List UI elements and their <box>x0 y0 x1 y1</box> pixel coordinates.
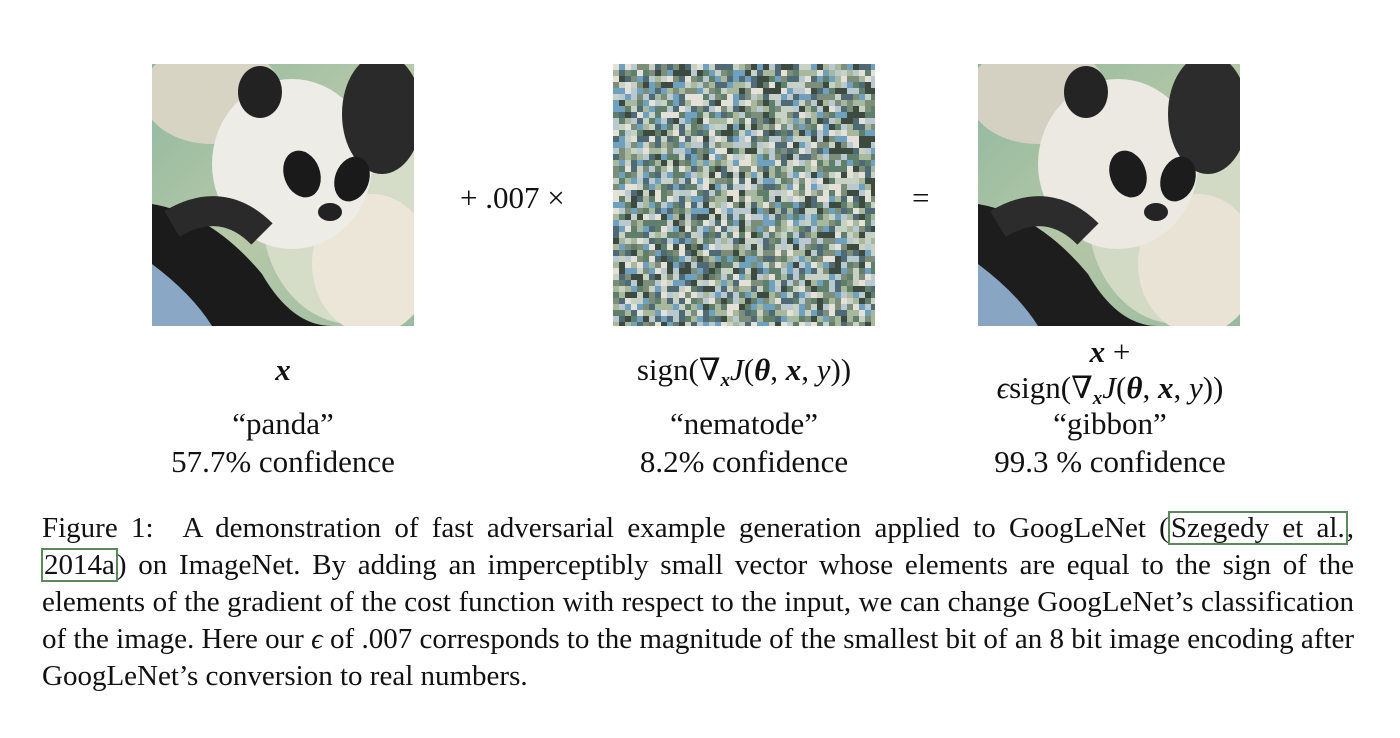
math-sign-gradient: sign(∇xJ(θ, x, y)) <box>584 352 904 392</box>
math-sign: sign( <box>1009 370 1072 405</box>
math-J: J <box>730 352 744 387</box>
caption-epsilon: ϵ <box>311 623 323 655</box>
math-comma: , <box>801 352 817 387</box>
math-epsilon: ϵ <box>996 370 1010 405</box>
noise-image <box>613 64 875 326</box>
panda-adversarial-drawing <box>978 64 1240 326</box>
citation-link-year[interactable]: 2014a <box>41 548 118 582</box>
caption-body: ) on ImageNet. By adding an imperceptibl… <box>42 549 1354 655</box>
math-nabla: ∇ <box>1071 370 1093 405</box>
math-y: y <box>1188 370 1203 405</box>
math-comma: , <box>1173 370 1189 405</box>
math-nabla-sub: x <box>1092 388 1103 409</box>
math-plus: + <box>1105 334 1131 369</box>
math-sign: sign( <box>636 352 699 387</box>
caption-end: of .007 corresponds to the magnitude of … <box>42 623 1354 692</box>
caption-prefix: Figure 1: A demonstration of fast advers… <box>42 512 1169 544</box>
math-theta: θ <box>754 352 771 387</box>
math-x-left: x <box>152 352 414 388</box>
math-open: ( <box>743 352 755 387</box>
math-eps-sign-gradient: ϵsign(∇xJ(θ, x, y)) <box>950 370 1270 410</box>
math-comma: , <box>1142 370 1158 405</box>
math-x-plus: x + <box>950 334 1270 370</box>
math-x: x <box>785 352 802 387</box>
math-comma: , <box>770 352 786 387</box>
panda-image <box>152 64 414 326</box>
plus-scale-operator: + .007 × <box>460 180 565 215</box>
panda-photo-drawing <box>152 64 414 326</box>
math-x: x <box>1089 334 1106 369</box>
label-gibbon: “gibbon” <box>1053 406 1167 441</box>
citation-link-author[interactable]: Szegedy et al. <box>1167 511 1348 545</box>
figure-caption: Figure 1: A demonstration of fast advers… <box>41 510 1354 695</box>
adversarial-noise-drawing <box>613 64 875 326</box>
math-nabla: ∇ <box>698 352 721 387</box>
math-y: y <box>816 352 831 387</box>
math-nabla-sub: x <box>720 370 731 391</box>
math-J: J <box>1102 370 1117 405</box>
citation-separator: , <box>1346 512 1354 544</box>
math-close: )) <box>1202 370 1224 405</box>
math-symbol-x: x <box>275 352 291 387</box>
panda-adversarial-image <box>978 64 1240 326</box>
label-nematode: “nematode” <box>669 406 819 441</box>
confidence-nematode: 8.2% confidence <box>639 444 849 479</box>
math-open: ( <box>1116 370 1127 405</box>
math-theta: θ <box>1126 370 1143 405</box>
equals-operator: = <box>912 180 930 215</box>
label-panda: “panda” <box>232 406 334 441</box>
math-x: x <box>1157 370 1174 405</box>
confidence-gibbon: 99.3 % confidence <box>994 444 1226 479</box>
math-close: )) <box>830 352 852 387</box>
confidence-panda: 57.7% confidence <box>171 444 395 479</box>
